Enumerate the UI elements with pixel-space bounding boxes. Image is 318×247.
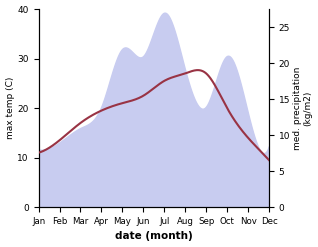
Y-axis label: med. precipitation
(kg/m2): med. precipitation (kg/m2) bbox=[293, 66, 313, 150]
Y-axis label: max temp (C): max temp (C) bbox=[5, 77, 15, 139]
X-axis label: date (month): date (month) bbox=[115, 231, 193, 242]
